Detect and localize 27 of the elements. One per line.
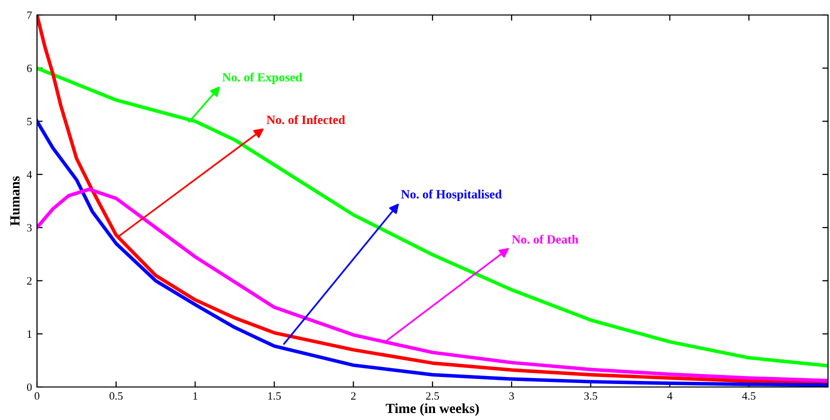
- x-tick-label: 0: [34, 392, 40, 400]
- y-tick-label: 5: [27, 118, 32, 126]
- x-tick-label: 2: [351, 392, 356, 400]
- x-tick-label: 0.5: [110, 392, 123, 400]
- y-axis-title: Humans: [10, 176, 20, 226]
- x-tick-label: 1.5: [268, 392, 281, 400]
- annotation: No. of Infected: [266, 115, 346, 124]
- x-axis-title: Time (in weeks): [386, 403, 479, 416]
- y-tick-label: 3: [27, 224, 32, 232]
- x-tick-label: 4.5: [742, 392, 756, 400]
- y-tick-label: 4: [26, 170, 32, 178]
- line-series: [37, 15, 828, 384]
- x-tick-label: 1: [193, 392, 198, 400]
- y-tick-label: 0: [27, 383, 32, 391]
- y-tick-label: 2: [27, 277, 32, 285]
- x-tick-label: 3: [509, 392, 514, 400]
- line-series: [37, 66, 828, 368]
- x-tick-label: 2.5: [426, 392, 440, 400]
- x-tick-label: 3.5: [584, 392, 598, 400]
- line-series: [37, 188, 828, 382]
- x-tick-label: 4: [667, 392, 672, 400]
- y-tick-label: 7: [27, 12, 32, 19]
- annotation: No. of Hospitalised: [401, 190, 502, 201]
- y-tick-label: 1: [28, 330, 32, 338]
- annotation: No. of Exposed: [222, 72, 302, 84]
- y-tick-label: 6: [27, 64, 32, 72]
- annotation: No. of Death: [512, 234, 578, 244]
